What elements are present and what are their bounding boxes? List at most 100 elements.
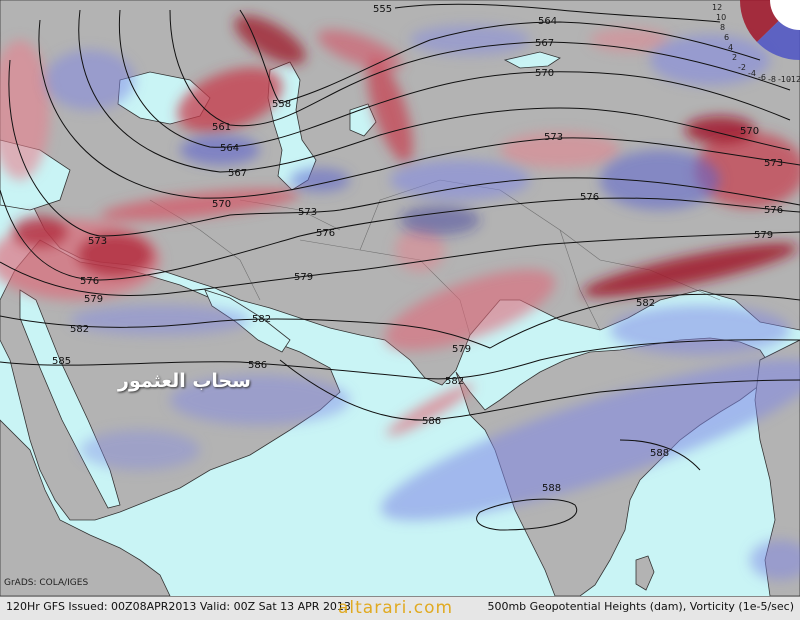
contour-line (394, 3, 721, 23)
contour-label-582: 582 (252, 314, 271, 325)
vort-pos-blob (0, 40, 50, 180)
contour-label-573: 573 (88, 236, 107, 247)
vort-pos-blob (395, 228, 445, 272)
contour-line (169, 9, 791, 127)
contour-label-576: 576 (580, 192, 599, 203)
vort-neg-blob (400, 205, 480, 235)
contour-label-570: 570 (212, 199, 231, 210)
aral-sea (349, 103, 377, 137)
vorticity-negative (45, 25, 800, 580)
contour-line (0, 231, 800, 296)
contour-line (0, 293, 800, 349)
vort-pos-blob (500, 132, 620, 168)
vort-neg-blob (170, 375, 350, 425)
contour-label-586: 586 (422, 416, 441, 427)
contour-label-588: 588 (542, 483, 561, 494)
footer-bar: 120Hr GFS Issued: 00Z08APR2013 Valid: 00… (0, 596, 800, 620)
vort-neg-blob (610, 305, 790, 355)
vort-pos-blob (100, 189, 300, 221)
vort-neg-blob (650, 35, 770, 85)
contour-line (619, 439, 701, 471)
height-contours (0, 3, 800, 531)
vort-pos-blob (695, 132, 800, 208)
color-legend: 12 10 8 6 4 2 -2 -4 -6 -8 -10 -12 (712, 0, 800, 84)
contour-label-570: 570 (535, 68, 554, 79)
contour-label-573: 573 (764, 158, 783, 169)
contour-label-564: 564 (220, 143, 239, 154)
land-sri-lanka (635, 555, 655, 591)
contour-label-576: 576 (80, 276, 99, 287)
vort-pos-blob (177, 67, 283, 133)
vort-neg-blob (410, 25, 530, 55)
vort-neg-blob (380, 359, 800, 521)
vort-neg-blob (80, 430, 200, 470)
footer-field-info: 500mb Geopotential Heights (dam), Vortic… (487, 600, 794, 613)
vort-pos-blob (386, 384, 474, 436)
contour-label-573: 573 (298, 207, 317, 218)
arabic-caption: سحاب العثمور (118, 370, 251, 392)
contour-labels: 555 558 561 564 567 570 573 576 579 582 … (52, 4, 783, 494)
legend-tick: 4 (728, 43, 733, 52)
contour-label-564: 564 (538, 16, 557, 27)
vort-neg-blob (70, 305, 250, 335)
legend-tick: 8 (720, 23, 725, 32)
vort-pos-blob (317, 29, 403, 71)
vort-pos-blob (685, 116, 755, 144)
contour-label-579: 579 (754, 230, 773, 241)
contour-line (239, 9, 761, 104)
contour-line (78, 9, 791, 173)
contour-label-579: 579 (84, 294, 103, 305)
vort-pos-blob (384, 269, 556, 351)
contour-line (476, 498, 578, 531)
legend-tick: 10 (716, 13, 726, 22)
contour-label-582: 582 (636, 298, 655, 309)
vort-neg-blob (180, 135, 260, 165)
contour-line (279, 359, 800, 421)
contour-label-576: 576 (316, 228, 335, 239)
vort-neg-blob (45, 50, 135, 110)
vort-pos-blob (367, 57, 413, 163)
vort-neg-blob (600, 150, 720, 210)
contour-label-567: 567 (228, 168, 247, 179)
contour-line (8, 59, 800, 237)
contour-label-558: 558 (272, 99, 291, 110)
vort-neg-blob (290, 168, 350, 192)
legend-tick: 2 (732, 53, 737, 62)
contour-line (0, 339, 800, 380)
footer-run-info: 120Hr GFS Issued: 00Z08APR2013 Valid: 00… (6, 600, 351, 613)
legend-tick: -6 (758, 73, 766, 82)
lake-balkhash (503, 51, 561, 69)
contour-label-576: 576 (764, 205, 783, 216)
vort-neg-blob (750, 540, 800, 580)
contour-label-573: 573 (544, 132, 563, 143)
contour-label-555: 555 (373, 4, 392, 15)
legend-tick: -2 (738, 63, 746, 72)
contour-line (0, 189, 800, 281)
vort-pos-blob (77, 233, 153, 277)
legend-tick: -8 (768, 75, 776, 84)
contour-label-561: 561 (212, 122, 231, 133)
contour-label-588: 588 (650, 448, 669, 459)
watermark: altarari.com (338, 598, 454, 618)
contour-label-579: 579 (294, 272, 313, 283)
contour-label-567: 567 (535, 38, 554, 49)
contour-label-585: 585 (52, 356, 71, 367)
legend-arc-mask (770, 0, 800, 30)
vort-pos-blob (12, 216, 68, 248)
contour-label-582: 582 (70, 324, 89, 335)
contour-label-582: 582 (445, 376, 464, 387)
legend-tick: -12 (788, 75, 800, 84)
vort-neg-blob (390, 160, 530, 200)
vort-pos-blob (234, 15, 306, 65)
contour-line (38, 19, 800, 199)
legend-tick: -10 (778, 75, 791, 84)
contour-line (118, 9, 791, 148)
contour-label-570: 570 (740, 126, 759, 137)
legend-tick: -4 (748, 69, 756, 78)
grads-credit: GrADS: COLA/IGES (4, 578, 89, 588)
contour-label-586: 586 (248, 360, 267, 371)
legend-tick: 12 (712, 3, 722, 12)
legend-tick: 6 (724, 33, 729, 42)
